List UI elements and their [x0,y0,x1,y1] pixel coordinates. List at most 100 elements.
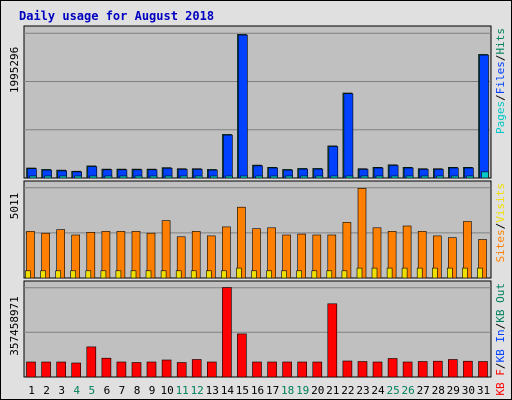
x-tick-label: 26 [401,384,414,397]
x-tick-label: 4 [73,384,80,397]
bar-kbytes [176,362,187,378]
legend-item: KB In [494,329,507,362]
bar-pages [164,175,173,179]
x-tick-label: 2 [43,384,50,397]
legend-item: Visits [494,183,507,223]
bar-pages [420,175,429,179]
bar-kbytes [71,362,81,378]
bar-pages [466,175,474,179]
y-max-label-visits: 5011 [8,193,21,220]
x-tick-label: 7 [119,384,126,397]
bar-files [343,93,354,179]
legend-item: Sites [494,229,507,262]
bar-kbytes [463,360,473,378]
bar-kbytes [372,361,383,378]
bar-visits [281,270,287,279]
bar-pages [104,175,113,179]
bar-kbytes [267,361,277,378]
x-tick-label: 17 [266,384,279,397]
bar-visits [236,267,242,279]
bar-kbytes [297,361,308,378]
bar-visits [145,270,152,279]
x-tick-label: 10 [160,384,173,397]
x-tick-label: 25 [386,384,399,397]
bar-pages [134,175,143,179]
bar-pages [300,175,309,179]
bar-pages [405,175,414,179]
bar-pages [149,175,158,179]
x-tick-label: 19 [296,384,309,397]
bar-kbytes [447,359,458,378]
x-tick-label: 16 [251,384,264,397]
bar-kbytes [342,360,353,378]
legend-item: Pages [494,101,507,134]
bar-visits [55,270,62,279]
bar-kbytes [56,361,67,378]
bar-visits [356,267,363,279]
bar-visits [431,267,438,279]
bar-kbytes [191,359,202,378]
x-tick-label: 1 [28,384,35,397]
legend-item: / [494,223,507,230]
bar-pages [481,171,489,179]
legend-visits: Sites/Visits [494,183,507,263]
bar-visits [477,267,483,279]
bar-visits [190,270,197,279]
bar-visits [446,267,453,279]
bar-visits [160,270,167,279]
legend-item: / [494,363,507,370]
x-tick-label: 21 [326,384,339,397]
legend-hits: Pages/Files/Hits [494,28,507,134]
bar-pages [210,175,218,179]
bar-kbytes [252,361,262,378]
x-tick-label: 20 [311,384,324,397]
x-tick-label: 18 [281,384,294,397]
bar-kbytes [417,361,428,378]
bar-pages [330,175,339,179]
bar-sites [357,188,367,279]
bar-pages [255,175,263,179]
legend-kbytes: KB F/KB In/KB Out [494,283,507,396]
bar-pages [240,175,248,179]
bar-visits [40,270,46,279]
bar-visits [130,270,137,279]
bar-kbytes [432,360,443,378]
legend-item: KB F [494,369,507,396]
bar-kbytes [357,361,368,378]
x-tick-label: 24 [371,384,385,397]
y-max-label-kbytes: 357458971 [8,296,21,356]
x-tick-label: 29 [447,384,460,397]
legend-item: / [494,55,507,62]
bar-sites [161,220,171,279]
bar-pages [119,175,128,179]
bar-files [238,34,248,179]
x-tick-label: 30 [462,384,475,397]
bar-kbytes [237,333,247,378]
bar-sites [237,206,246,279]
bar-pages [285,175,293,179]
bar-visits [401,267,408,279]
x-tick-label: 13 [206,384,219,397]
bar-pages [315,175,324,179]
bar-sites [222,226,231,279]
bar-kbytes [387,358,398,378]
bar-visits [85,270,92,279]
bar-visits [296,270,303,279]
bar-files [328,146,339,179]
x-tick-label: 15 [236,384,249,397]
bar-sites [267,227,276,279]
bar-pages [29,175,37,179]
bar-pages [225,175,233,179]
bar-pages [59,175,68,179]
x-tick-label: 22 [341,384,354,397]
bar-pages [450,175,459,179]
bar-kbytes [101,357,112,378]
bar-kbytes [161,359,172,378]
bar-pages [360,175,369,179]
bar-visits [221,270,227,279]
x-tick-label: 12 [191,384,204,397]
bar-pages [179,175,188,179]
bar-visits [70,270,76,279]
